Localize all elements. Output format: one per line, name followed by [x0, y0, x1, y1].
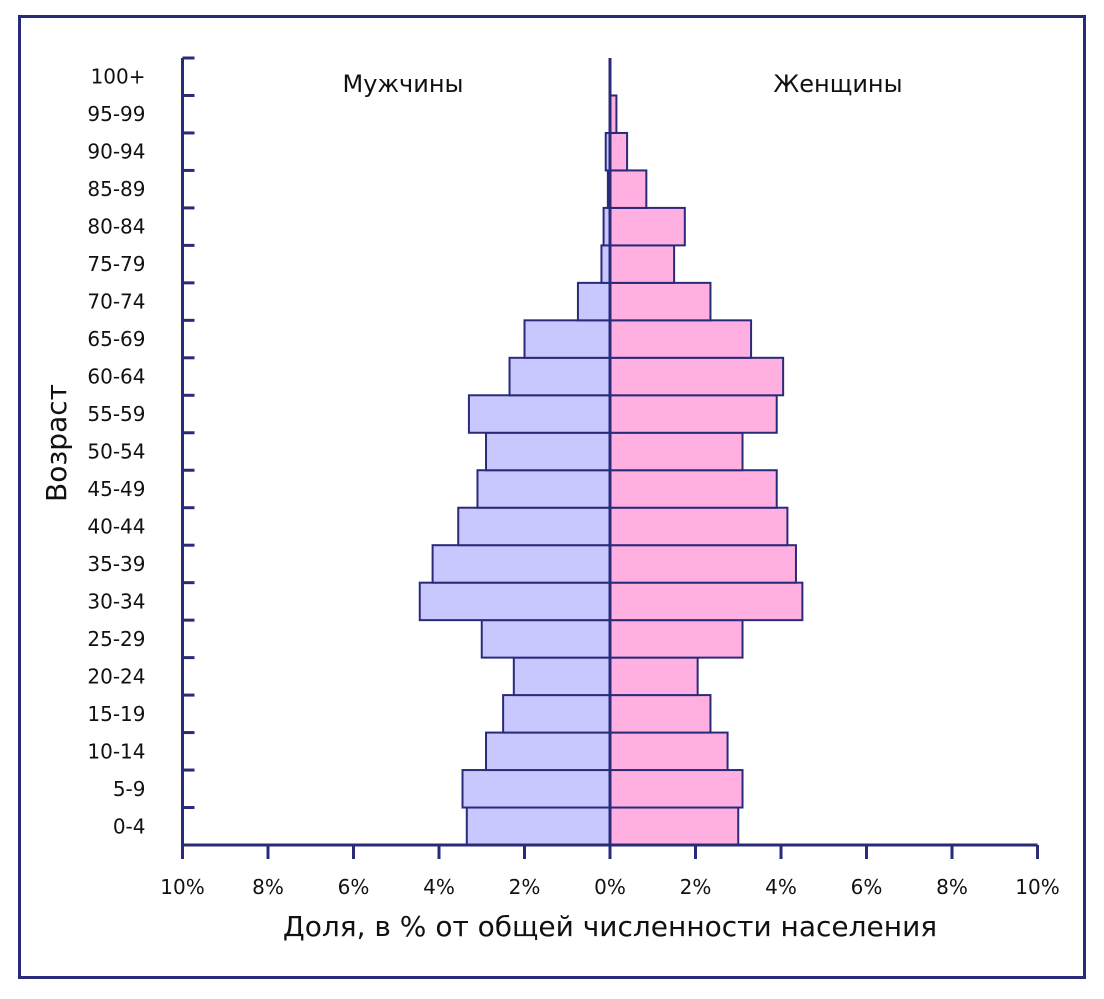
- y-tick-label: 10-14: [87, 739, 145, 763]
- bars-layer: [418, 94, 804, 846]
- bar-men-30-34: [418, 581, 612, 622]
- x-tick-label: 4%: [765, 875, 797, 899]
- bar-women-50-54: [609, 431, 744, 472]
- bar-women-55-59: [609, 394, 778, 434]
- y-tick-label: 30-34: [87, 589, 145, 613]
- series-label-men: Мужчины: [343, 70, 464, 98]
- bar-men-40-44: [457, 506, 611, 547]
- bar-women-30-34: [609, 581, 804, 622]
- y-tick-label: 20-24: [87, 664, 145, 688]
- bar-women-60-64: [609, 356, 785, 397]
- y-tick-label: 40-44: [87, 514, 145, 538]
- y-tick-label: 0-4: [113, 814, 146, 838]
- bar-women-20-24: [609, 656, 699, 697]
- x-tick-label: 8%: [252, 875, 284, 899]
- x-axis-title: Доля, в % от общей численности населения: [283, 910, 937, 943]
- bar-women-35-39: [609, 544, 797, 584]
- bar-men-5-9: [461, 769, 612, 809]
- bar-women-40-44: [609, 506, 789, 547]
- y-tick-label: 25-29: [87, 627, 145, 651]
- bar-men-70-74: [576, 281, 611, 322]
- x-tick-label: 2%: [509, 875, 541, 899]
- bar-women-90-94: [609, 131, 629, 172]
- y-tick-label: 35-39: [87, 552, 145, 576]
- bar-women-5-9: [609, 769, 744, 809]
- y-tick-label: 80-84: [87, 215, 145, 239]
- y-tick-label: 100+: [91, 65, 146, 89]
- bar-women-15-19: [609, 694, 712, 734]
- x-tick-label: 4%: [423, 875, 455, 899]
- bar-men-25-29: [480, 619, 611, 659]
- x-tick-label: 10%: [160, 875, 204, 899]
- axes-layer: [181, 56, 1039, 859]
- x-tick-label: 8%: [936, 875, 968, 899]
- bar-women-25-29: [609, 619, 744, 659]
- bar-women-10-14: [609, 731, 729, 772]
- y-tick-label: 15-19: [87, 702, 145, 726]
- x-tick-label: 0%: [594, 875, 626, 899]
- bar-men-60-64: [508, 356, 612, 397]
- bar-men-15-19: [502, 694, 611, 734]
- bar-women-70-74: [609, 281, 712, 322]
- bar-women-0-4: [609, 806, 740, 846]
- bar-women-75-79: [609, 244, 676, 284]
- bar-men-35-39: [431, 544, 611, 584]
- bar-men-55-59: [467, 394, 611, 434]
- y-tick-label: 65-69: [87, 327, 145, 351]
- y-tick-label: 55-59: [87, 402, 145, 426]
- bar-men-0-4: [465, 806, 611, 846]
- bar-women-65-69: [609, 319, 753, 359]
- x-tick-label: 10%: [1015, 875, 1059, 899]
- series-label-women: Женщины: [773, 70, 902, 98]
- bar-men-50-54: [485, 431, 611, 472]
- y-tick-label: 60-64: [87, 365, 145, 389]
- bar-men-10-14: [485, 731, 611, 772]
- bar-men-65-69: [523, 319, 611, 359]
- y-axis-title: Возраст: [40, 384, 73, 502]
- x-tick-label: 2%: [680, 875, 712, 899]
- bar-men-20-24: [512, 656, 611, 697]
- y-tick-label: 70-74: [87, 290, 145, 314]
- y-tick-label: 90-94: [87, 140, 145, 164]
- y-tick-label: 75-79: [87, 252, 145, 276]
- bar-women-85-89: [609, 169, 648, 209]
- y-tick-label: 5-9: [113, 777, 146, 801]
- bar-women-45-49: [609, 469, 778, 509]
- y-tick-label: 85-89: [87, 177, 145, 201]
- bar-women-80-84: [609, 206, 686, 247]
- labels-layer: 0-4 5-9 10-14 15-19 20-24 25-29 30-34 35-39 40-4…: [87, 65, 1059, 899]
- chart-frame: [18, 15, 1086, 979]
- y-tick-label: 95-99: [87, 102, 145, 126]
- x-tick-label: 6%: [338, 875, 370, 899]
- y-tick-label: 50-54: [87, 440, 145, 464]
- y-tick-label: 45-49: [87, 477, 145, 501]
- bar-men-45-49: [476, 469, 611, 509]
- x-tick-label: 6%: [851, 875, 883, 899]
